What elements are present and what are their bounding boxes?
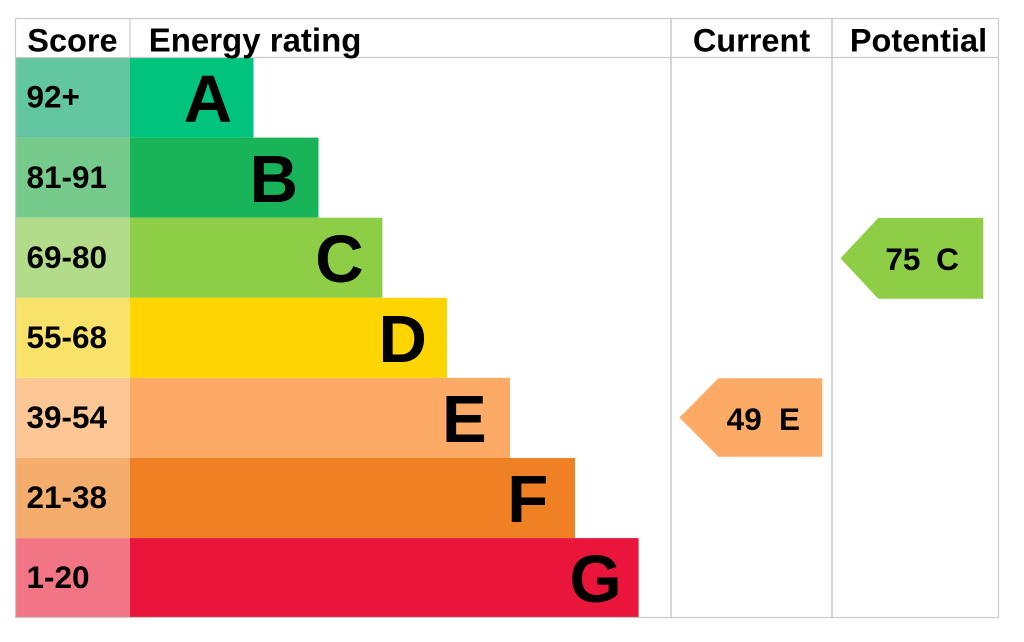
svg-text:Current: Current [693,23,811,59]
svg-text:B: B [250,142,298,217]
svg-text:F: F [507,462,548,537]
svg-text:Potential: Potential [850,23,987,59]
svg-text:49: 49 [727,401,762,437]
svg-text:E: E [779,401,800,437]
svg-text:55-68: 55-68 [27,319,108,355]
svg-text:Score: Score [27,23,117,59]
svg-text:G: G [569,542,621,617]
svg-text:A: A [184,62,232,137]
svg-text:E: E [442,382,487,457]
svg-text:81-91: 81-91 [27,159,108,195]
svg-text:75: 75 [885,241,920,277]
svg-text:39-54: 39-54 [27,399,108,435]
svg-text:21-38: 21-38 [27,479,108,515]
svg-text:69-80: 69-80 [27,239,108,275]
svg-text:C: C [315,222,363,297]
svg-text:D: D [379,302,427,377]
svg-text:92+: 92+ [27,79,80,115]
svg-text:Energy rating: Energy rating [149,22,362,59]
svg-text:C: C [936,241,959,277]
svg-text:1-20: 1-20 [27,559,90,595]
